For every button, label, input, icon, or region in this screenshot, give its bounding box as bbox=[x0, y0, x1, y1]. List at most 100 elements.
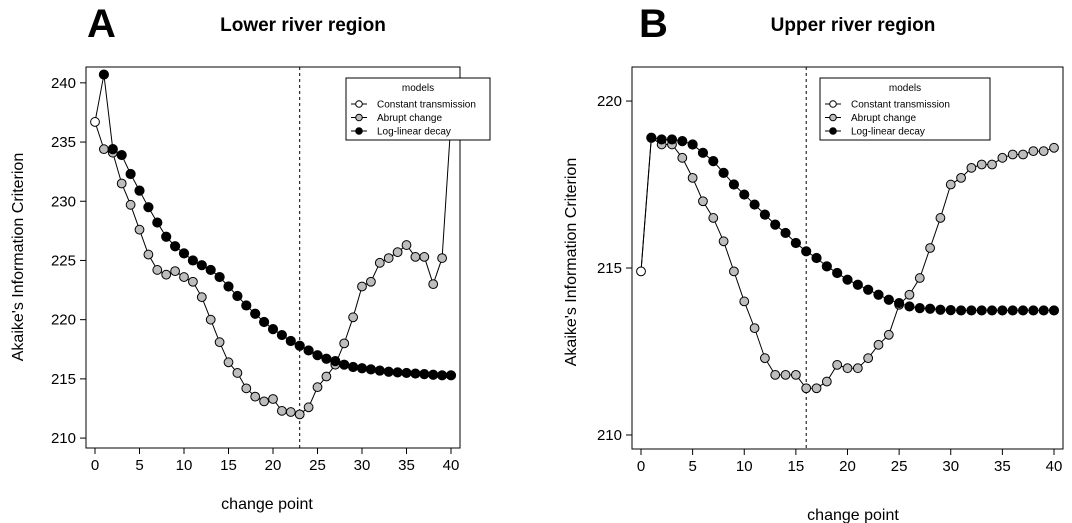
data-point bbox=[739, 189, 750, 200]
data-point bbox=[646, 132, 657, 143]
y-tick-label: 230 bbox=[51, 193, 76, 210]
data-point bbox=[348, 361, 359, 373]
data-point bbox=[883, 294, 894, 305]
panel-a-ylabel: Akaike's Information Criterion bbox=[10, 153, 27, 361]
data-point bbox=[728, 179, 740, 190]
data-point bbox=[698, 196, 708, 207]
y-tick-label: 225 bbox=[51, 252, 76, 269]
data-point bbox=[925, 303, 936, 314]
data-point bbox=[1038, 146, 1049, 157]
series-line bbox=[651, 137, 1055, 389]
data-point bbox=[760, 353, 770, 364]
x-tick-label: 0 bbox=[91, 457, 99, 474]
data-point bbox=[134, 224, 145, 235]
data-point bbox=[852, 363, 863, 374]
data-point bbox=[116, 149, 127, 161]
data-point bbox=[214, 271, 225, 283]
y-tick-label: 235 bbox=[51, 134, 76, 151]
x-tick-label: 10 bbox=[176, 457, 193, 474]
data-point bbox=[780, 227, 791, 239]
data-point bbox=[976, 305, 987, 316]
data-point bbox=[1038, 305, 1049, 316]
data-point bbox=[143, 202, 154, 213]
legend-title: models bbox=[889, 83, 921, 94]
data-point bbox=[437, 370, 448, 381]
x-tick-label: 5 bbox=[688, 458, 696, 475]
data-point bbox=[312, 382, 323, 393]
data-point bbox=[187, 255, 198, 266]
series-line bbox=[103, 120, 452, 415]
data-point bbox=[134, 185, 145, 196]
data-point bbox=[749, 323, 760, 334]
data-point bbox=[1007, 305, 1018, 316]
data-point bbox=[107, 144, 118, 155]
data-point bbox=[312, 350, 323, 361]
data-point bbox=[852, 279, 863, 290]
data-point bbox=[883, 329, 894, 340]
data-point bbox=[285, 407, 296, 417]
data-point bbox=[914, 273, 925, 283]
panel-a-xlabel: change point bbox=[221, 496, 313, 513]
data-point bbox=[250, 391, 261, 402]
data-point bbox=[277, 405, 287, 416]
data-point bbox=[188, 276, 198, 287]
data-point bbox=[152, 217, 163, 228]
data-point bbox=[428, 279, 439, 290]
data-point bbox=[401, 367, 412, 379]
data-point bbox=[770, 219, 781, 230]
data-point bbox=[842, 363, 853, 374]
legend-label: Log-linear decay bbox=[851, 127, 925, 138]
data-point bbox=[170, 266, 181, 277]
data-point bbox=[125, 168, 136, 180]
data-point bbox=[321, 371, 332, 382]
data-point bbox=[873, 289, 884, 300]
y-tick-label: 210 bbox=[597, 427, 622, 444]
data-point bbox=[178, 248, 190, 259]
legend-box bbox=[819, 77, 991, 141]
data-point bbox=[677, 152, 688, 163]
data-point bbox=[718, 167, 729, 178]
data-point bbox=[811, 252, 822, 264]
data-point bbox=[904, 301, 915, 312]
data-point bbox=[232, 290, 243, 302]
data-point bbox=[285, 335, 296, 347]
x-tick-label: 30 bbox=[354, 457, 371, 474]
data-point bbox=[267, 324, 279, 335]
data-point bbox=[303, 345, 314, 356]
x-tick-label: 25 bbox=[891, 458, 908, 475]
legend-title: models bbox=[402, 83, 434, 94]
data-point bbox=[987, 159, 997, 170]
data-point bbox=[904, 289, 915, 300]
x-tick-label: 15 bbox=[788, 458, 805, 475]
legend-marker bbox=[829, 127, 837, 135]
data-point bbox=[966, 305, 977, 316]
x-tick-label: 40 bbox=[1046, 458, 1063, 475]
data-point bbox=[179, 272, 189, 282]
data-point bbox=[232, 368, 243, 378]
series-connector bbox=[94, 74, 105, 123]
data-point bbox=[687, 172, 698, 183]
data-point bbox=[677, 136, 688, 147]
data-point bbox=[729, 266, 739, 277]
data-point bbox=[718, 236, 729, 247]
data-point bbox=[1007, 149, 1018, 160]
data-point bbox=[99, 144, 109, 155]
legend-label: Constant transmission bbox=[377, 100, 476, 111]
data-point bbox=[241, 383, 252, 394]
data-point bbox=[697, 147, 709, 158]
data-point bbox=[966, 162, 977, 173]
x-tick-label: 20 bbox=[265, 457, 282, 474]
y-tick-label: 215 bbox=[51, 371, 76, 388]
data-point bbox=[152, 265, 163, 275]
legend-label: Constant transmission bbox=[851, 100, 950, 111]
data-point bbox=[801, 383, 812, 394]
data-point bbox=[294, 340, 305, 351]
data-point bbox=[790, 237, 801, 249]
data-point bbox=[268, 394, 278, 404]
data-point bbox=[383, 253, 394, 263]
data-point bbox=[1028, 305, 1039, 316]
data-point bbox=[90, 117, 100, 127]
y-tick-label: 210 bbox=[51, 430, 76, 447]
data-point bbox=[170, 241, 181, 252]
